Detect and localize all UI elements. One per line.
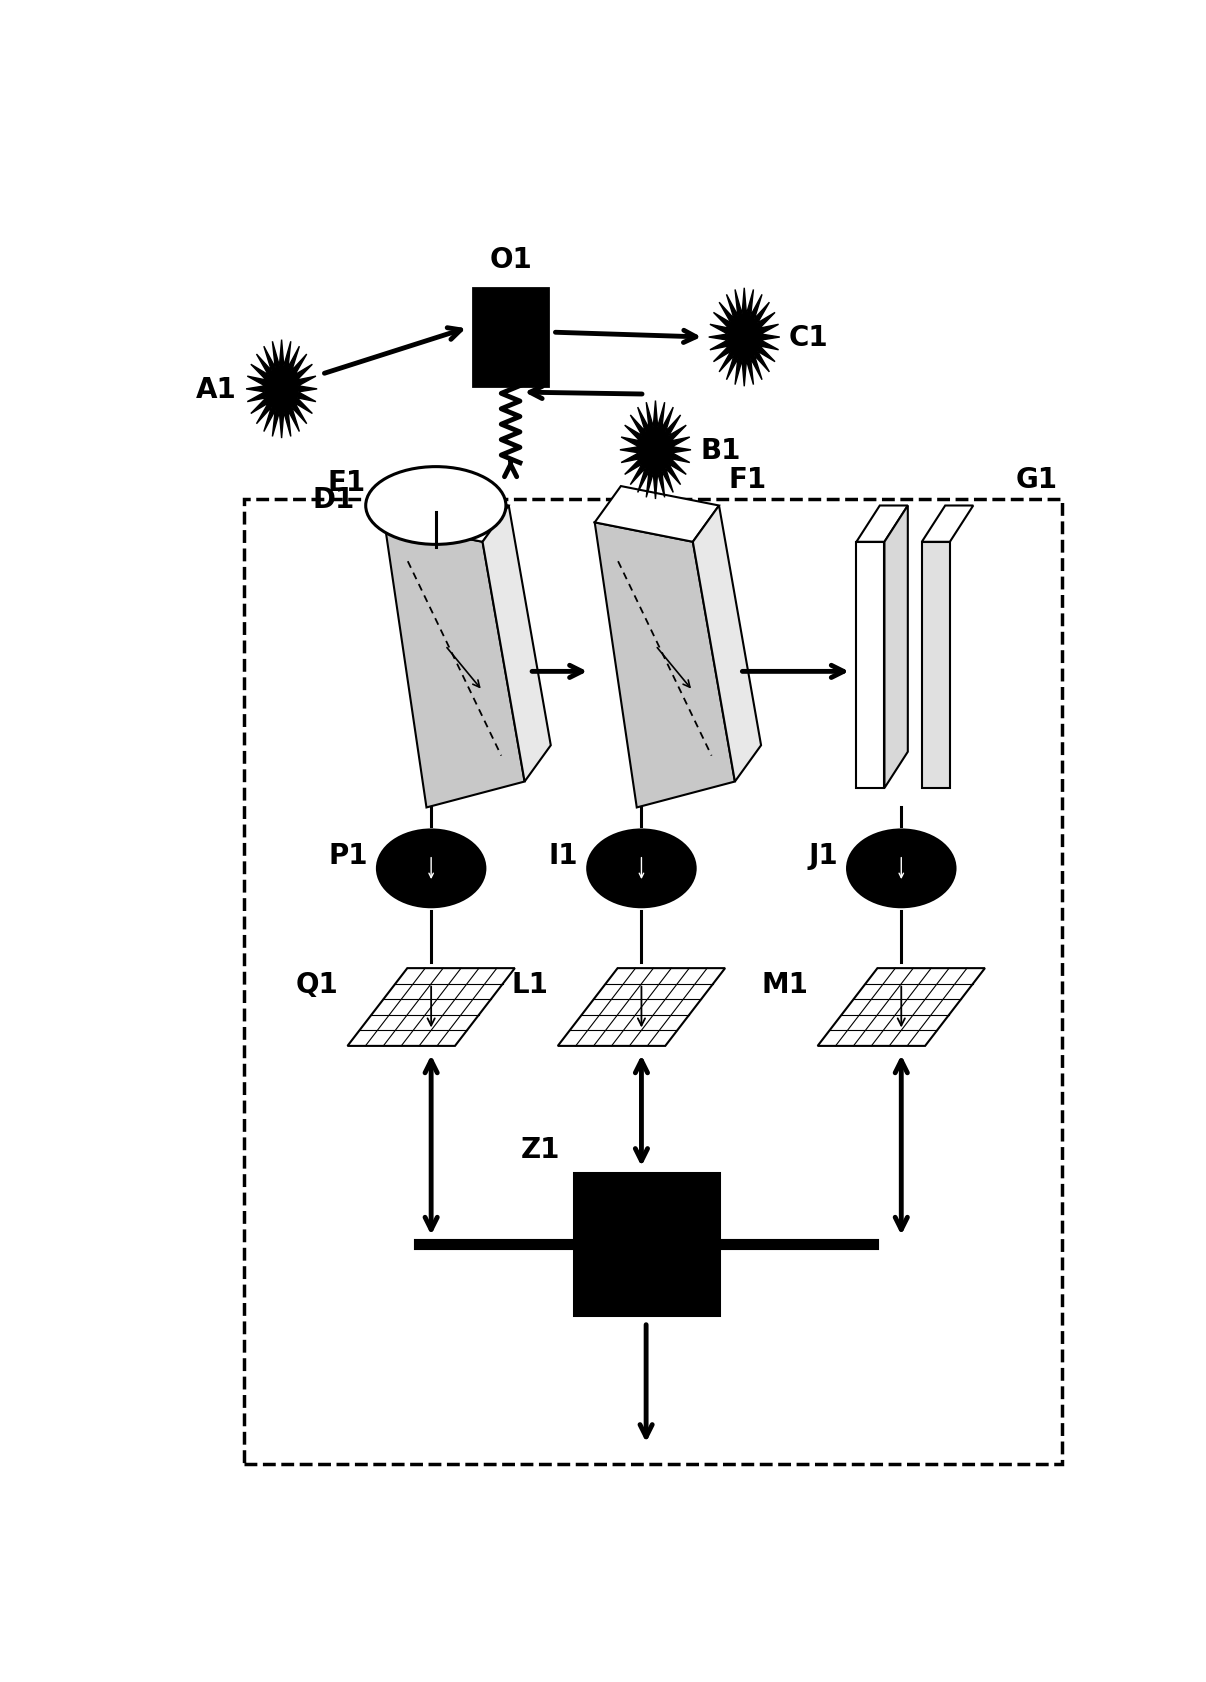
Text: O1: O1 <box>490 246 532 274</box>
Polygon shape <box>709 289 780 387</box>
Polygon shape <box>818 969 985 1046</box>
Ellipse shape <box>365 468 507 545</box>
Bar <box>473 289 548 387</box>
Text: I1: I1 <box>549 843 578 870</box>
Text: G1: G1 <box>1015 466 1058 493</box>
Polygon shape <box>385 523 525 807</box>
Polygon shape <box>856 543 884 789</box>
Polygon shape <box>921 506 973 543</box>
Ellipse shape <box>587 829 696 908</box>
Polygon shape <box>595 523 734 807</box>
Polygon shape <box>246 340 317 439</box>
Polygon shape <box>482 506 551 782</box>
Text: A1: A1 <box>197 375 236 404</box>
Polygon shape <box>620 402 691 500</box>
Text: D1: D1 <box>312 486 355 513</box>
Polygon shape <box>921 543 950 789</box>
Text: C1: C1 <box>789 325 829 352</box>
Bar <box>245 500 1062 1465</box>
Polygon shape <box>558 969 725 1046</box>
Ellipse shape <box>847 829 955 908</box>
Polygon shape <box>595 486 719 543</box>
Text: L1: L1 <box>511 971 549 997</box>
Polygon shape <box>385 486 509 543</box>
Polygon shape <box>347 969 515 1046</box>
Polygon shape <box>884 506 908 789</box>
Text: E1: E1 <box>328 469 365 498</box>
Ellipse shape <box>377 829 485 908</box>
Text: P1: P1 <box>328 843 368 870</box>
Polygon shape <box>856 506 908 543</box>
Text: M1: M1 <box>761 971 808 997</box>
Text: J1: J1 <box>808 843 838 870</box>
Polygon shape <box>693 506 761 782</box>
Text: Z1: Z1 <box>520 1135 560 1162</box>
Text: B1: B1 <box>701 437 740 464</box>
Text: F1: F1 <box>728 466 767 493</box>
Text: Q1: Q1 <box>295 971 338 997</box>
Bar <box>574 1174 719 1315</box>
